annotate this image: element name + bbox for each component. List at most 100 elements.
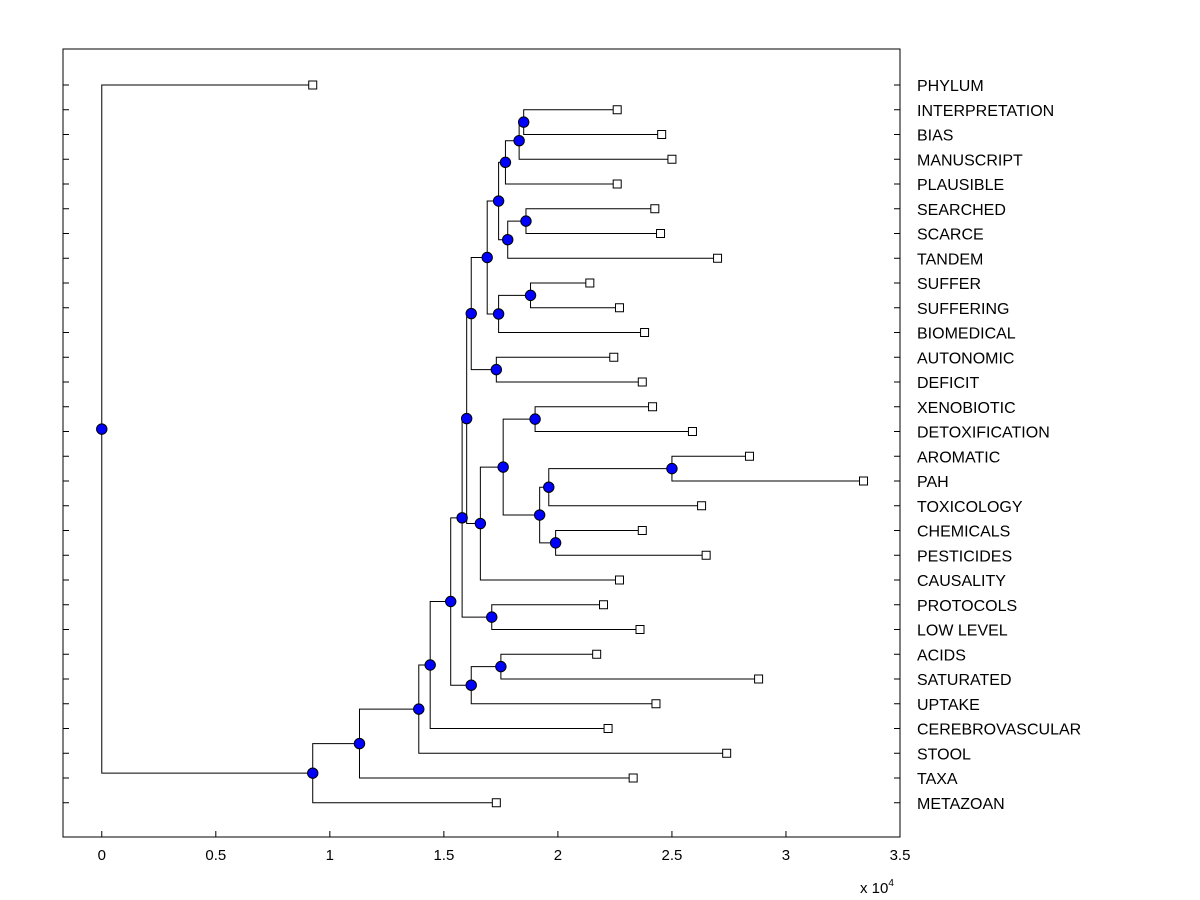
leaf-marker bbox=[635, 625, 645, 634]
leaf-label: SEARCHED bbox=[917, 202, 1006, 219]
leaf-label: AROMATIC bbox=[917, 449, 1000, 466]
leaf-label: DEFICIT bbox=[917, 375, 979, 392]
merge-node bbox=[490, 363, 503, 376]
merge-node bbox=[460, 412, 473, 425]
x-tick-labels: 0 0.5 1 1.5 2 2.5 3 3.5 bbox=[98, 847, 911, 864]
leaf-marker bbox=[657, 130, 667, 139]
leaf-marker bbox=[614, 575, 624, 585]
leaf-label: SATURATED bbox=[917, 672, 1012, 689]
leaf-label: DETOXIFICATION bbox=[917, 425, 1050, 442]
leaf-marker bbox=[614, 303, 624, 313]
leaf-marker bbox=[648, 402, 658, 412]
leaf-marker bbox=[651, 699, 661, 709]
leaf-marker bbox=[612, 179, 622, 189]
leaf-label: TOXICOLOGY bbox=[917, 499, 1023, 516]
merge-node bbox=[96, 423, 108, 435]
leaf-label: PAH bbox=[917, 474, 949, 491]
leaf-marker bbox=[603, 724, 613, 733]
leaf-label: SUFFERING bbox=[917, 301, 1009, 318]
leaf-label: MANUSCRIPT bbox=[917, 152, 1023, 169]
x-tick-label: 0.5 bbox=[205, 847, 226, 864]
x-tick-label: 1 bbox=[326, 847, 334, 864]
merge-node bbox=[353, 737, 366, 750]
leaf-label: BIAS bbox=[917, 128, 953, 145]
merge-node bbox=[495, 660, 507, 673]
merge-node bbox=[492, 308, 505, 320]
merge-node bbox=[513, 134, 525, 147]
merge-nodes bbox=[96, 116, 678, 779]
leaf-marker bbox=[637, 526, 647, 535]
leaf-marker bbox=[722, 748, 732, 758]
leaf-marker bbox=[640, 328, 650, 337]
merge-node bbox=[456, 512, 468, 524]
merge-node bbox=[424, 659, 436, 671]
leaf-label: UPTAKE bbox=[917, 697, 980, 714]
x-tick-label: 3.5 bbox=[890, 847, 911, 864]
merge-node bbox=[497, 461, 509, 473]
leaf-labels: PHYLUM INTERPRETATION BIAS MANUSCRIPT PLAUSI… bbox=[917, 78, 1081, 813]
leaf-marker bbox=[612, 105, 622, 115]
leaf-label: SCARCE bbox=[917, 227, 984, 244]
merge-node bbox=[465, 679, 477, 691]
leaf-marker bbox=[859, 476, 869, 486]
leaf-marker bbox=[491, 798, 501, 808]
leaf-label: BIOMEDICAL bbox=[917, 326, 1016, 343]
leaf-label: PHYLUM bbox=[917, 78, 984, 95]
x-tick-label: 3 bbox=[782, 847, 790, 864]
leaf-label: METAZOAN bbox=[917, 796, 1005, 813]
x-tick-label: 2.5 bbox=[662, 847, 683, 864]
merge-node bbox=[520, 215, 532, 227]
leaf-marker bbox=[637, 377, 647, 387]
leaf-label: CEREBROVASCULAR bbox=[917, 722, 1081, 739]
leaf-marker bbox=[592, 649, 602, 659]
merge-node bbox=[543, 481, 555, 493]
merge-node bbox=[492, 195, 505, 207]
x-tick-label: 1.5 bbox=[433, 847, 454, 864]
merge-node bbox=[413, 703, 425, 715]
leaf-marker bbox=[697, 501, 707, 511]
leaf-label: TANDEM bbox=[917, 251, 983, 268]
x-tick-label: 0 bbox=[98, 847, 106, 864]
leaf-marker bbox=[744, 451, 754, 461]
merge-node bbox=[474, 517, 487, 530]
leaf-marker bbox=[687, 427, 697, 436]
leaf-marker bbox=[585, 278, 595, 288]
leaf-marker bbox=[308, 80, 318, 90]
merge-node bbox=[307, 767, 319, 779]
merge-node bbox=[529, 413, 541, 425]
leaf-label: AUTONOMIC bbox=[917, 350, 1014, 367]
leaf-marker bbox=[656, 229, 666, 238]
leaf-marker bbox=[599, 600, 609, 610]
leaf-marker bbox=[701, 550, 711, 560]
leaf-label: XENOBIOTIC bbox=[917, 400, 1016, 417]
leaf-marker bbox=[628, 773, 638, 783]
leaf-label: CAUSALITY bbox=[917, 573, 1006, 590]
leaf-marker bbox=[713, 253, 723, 263]
leaf-marker bbox=[667, 154, 677, 164]
axis-ticks bbox=[63, 84, 901, 837]
leaf-label: INTERPRETATION bbox=[917, 103, 1054, 120]
leaf-label: ACIDS bbox=[917, 647, 966, 664]
leaf-label: TAXA bbox=[917, 771, 958, 788]
merge-node bbox=[445, 595, 457, 608]
merge-node bbox=[481, 251, 493, 264]
merge-node bbox=[517, 116, 530, 128]
merge-node bbox=[465, 307, 477, 320]
leaf-label: SUFFER bbox=[917, 276, 981, 293]
leaf-marker bbox=[650, 204, 660, 214]
merge-node bbox=[502, 233, 514, 246]
leaf-markers bbox=[308, 80, 869, 808]
leaf-label: CHEMICALS bbox=[917, 524, 1010, 541]
x-axis-multiplier-exponent: 4 bbox=[888, 878, 894, 889]
leaf-label: PESTICIDES bbox=[917, 548, 1012, 565]
merge-node bbox=[533, 509, 546, 521]
leaf-label: STOOL bbox=[917, 746, 971, 763]
x-axis-multiplier-base: x 10 bbox=[860, 880, 888, 897]
plot-frame bbox=[62, 48, 901, 838]
merge-node bbox=[549, 537, 562, 549]
leaf-marker bbox=[609, 352, 619, 362]
leaf-marker bbox=[754, 674, 764, 684]
merge-node bbox=[486, 611, 498, 623]
